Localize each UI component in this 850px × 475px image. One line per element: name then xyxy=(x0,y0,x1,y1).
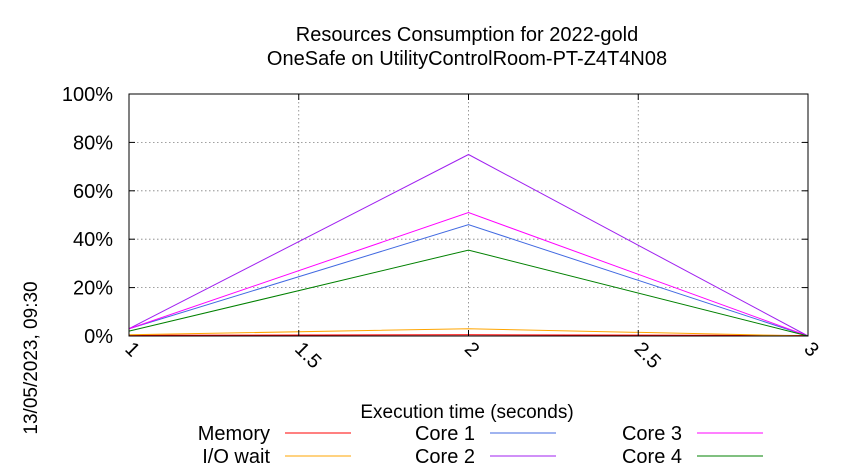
grid-lines xyxy=(129,94,808,336)
x-tick-label: 2.5 xyxy=(630,338,665,373)
legend-label: I/O wait xyxy=(202,446,270,468)
y-tick-label: 0% xyxy=(84,326,113,348)
legend-label: Core 1 xyxy=(415,423,475,445)
legend-label: Core 2 xyxy=(415,446,475,468)
series-line-i-o-wait xyxy=(128,328,809,337)
series-lines xyxy=(128,153,809,337)
x-tick-label: 1.5 xyxy=(290,338,325,373)
x-tick-label: 2 xyxy=(460,338,483,361)
legend-label: Core 4 xyxy=(622,446,682,468)
x-axis-label: Execution time (seconds) xyxy=(360,402,573,423)
series-line-core-1 xyxy=(128,224,809,337)
series-line-core-4 xyxy=(128,249,809,337)
legend-label: Memory xyxy=(198,423,270,445)
y-tick-label: 20% xyxy=(73,278,113,300)
x-tick-label: 1 xyxy=(120,338,143,361)
series-line-core-2 xyxy=(128,153,809,337)
chart-title: Resources Consumption for 2022-gold xyxy=(296,24,638,46)
x-tick-label: 3 xyxy=(799,338,822,361)
y-tick-label: 80% xyxy=(73,132,113,154)
series-line-core-3 xyxy=(128,212,809,337)
y-tick-label: 60% xyxy=(73,181,113,203)
y-axis-label: 13/05/2023, 09:30 xyxy=(21,281,42,434)
axis-ticks: 0% 20% 40% 60% 80% 100% 1 1.5 2 2.5 3 xyxy=(62,84,823,373)
legend-label: Core 3 xyxy=(622,423,682,445)
y-tick-label: 100% xyxy=(62,84,113,106)
chart-subtitle: OneSafe on UtilityControlRoom-PT-Z4T4N08 xyxy=(267,48,667,70)
y-tick-label: 40% xyxy=(73,229,113,251)
